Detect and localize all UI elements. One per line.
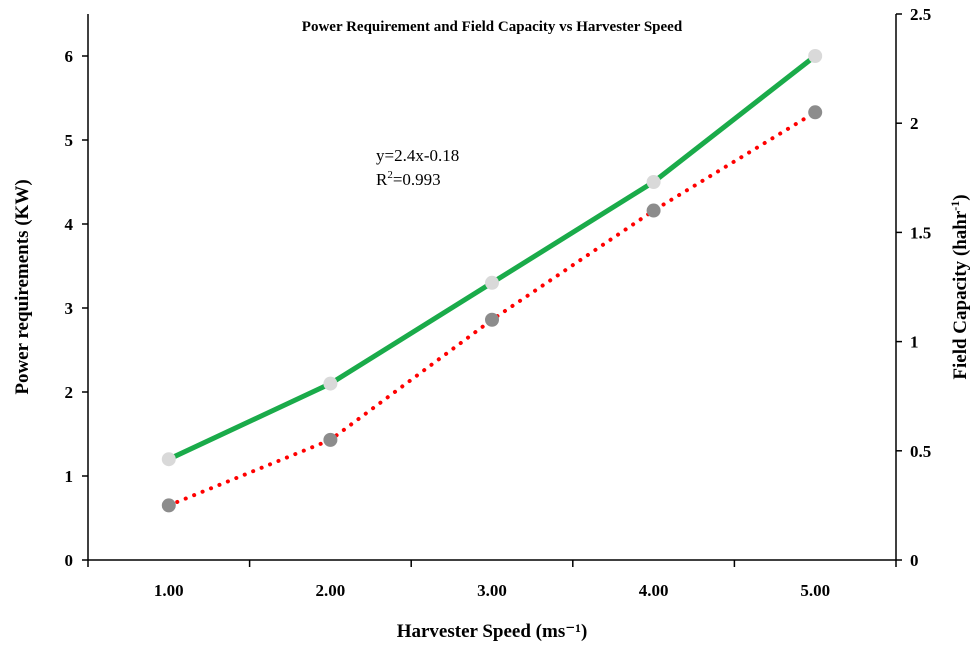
x-tick-label: 1.00 [154, 581, 184, 600]
chart-title: Power Requirement and Field Capacity vs … [302, 19, 683, 35]
series-2-point [808, 105, 823, 120]
axes [87, 14, 897, 561]
series-1-point [808, 49, 823, 63]
y2-tick-label: 1 [910, 333, 919, 352]
series-2-point [323, 432, 338, 447]
y-tick-label: 6 [65, 47, 74, 66]
series-1-point [646, 175, 661, 189]
y-tick-label: 3 [65, 299, 74, 318]
y-ticks: 0 1 2 3 4 5 6 [65, 47, 88, 570]
trend-r2-prefix: R [376, 170, 388, 189]
series-1-point [323, 376, 338, 391]
y2-axis-title-sup: -1 [948, 201, 962, 211]
series-2-point [646, 203, 661, 218]
y2-ticks: 0 0.5 1 1.5 2 2.5 [896, 5, 931, 570]
y2-axis-title: Field Capacity (hahr-1) [948, 194, 971, 379]
x-tick-label: 3.00 [477, 581, 507, 600]
x-tick-label: 2.00 [316, 581, 346, 600]
x-tick-label: 4.00 [639, 581, 669, 600]
y-tick-label: 4 [65, 215, 74, 234]
series-2-point [161, 498, 176, 513]
series-2-point [485, 312, 499, 327]
y2-tick-label: 1.5 [910, 223, 931, 242]
trend-r2-sup: 2 [387, 169, 393, 181]
y2-axis-title-main: Field Capacity (hahr [950, 210, 971, 379]
trend-r2-value: =0.993 [393, 170, 441, 189]
y-tick-label: 1 [65, 467, 74, 486]
y2-tick-label: 2 [910, 114, 919, 133]
y2-axis-title-end: ) [950, 194, 971, 200]
y-tick-label: 5 [65, 131, 74, 150]
y-tick-label: 2 [65, 383, 74, 402]
x-axis-title: Harvester Speed (ms⁻¹) [397, 621, 588, 642]
y2-tick-label: 0.5 [910, 442, 931, 461]
series-1-line [167, 54, 817, 462]
series-layer [161, 49, 823, 513]
y-axis-title: Power requirements (KW) [12, 179, 33, 394]
y2-tick-label: 0 [910, 551, 919, 570]
series-1-point [161, 452, 176, 467]
x-tick-label: 5.00 [800, 581, 830, 600]
y2-tick-label: 2.5 [910, 5, 931, 24]
trend-annotation: y=2.4x-0.18 R2=0.993 [376, 146, 459, 189]
series-2-line [166, 110, 818, 508]
series-1-point [485, 275, 499, 290]
x-ticks: 1.00 2.00 3.00 4.00 5.00 [87, 560, 897, 600]
y-tick-label: 0 [65, 551, 74, 570]
trend-r2: R2=0.993 [376, 169, 441, 189]
trend-equation: y=2.4x-0.18 [376, 146, 459, 165]
